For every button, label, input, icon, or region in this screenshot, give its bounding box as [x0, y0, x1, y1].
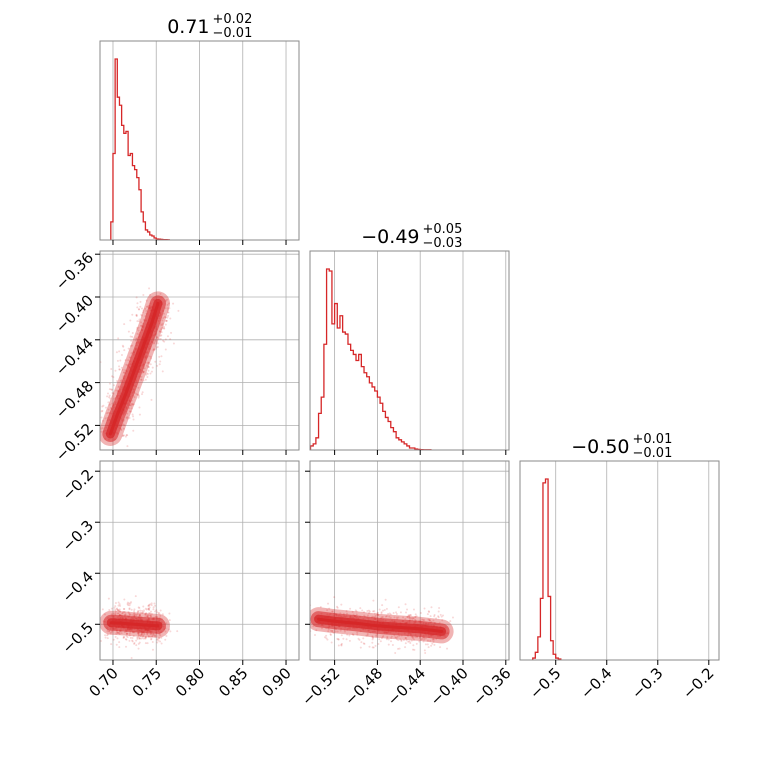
title-upper: +0.02	[213, 12, 253, 27]
x-tick-label: 0.70	[85, 664, 121, 700]
histogram-bars-1	[309, 268, 432, 451]
x-tick-label: −0.36	[469, 664, 514, 709]
y-tick-label: −0.36	[52, 249, 97, 294]
histogram-panel-1	[309, 250, 510, 451]
contour-core	[108, 301, 160, 436]
y-tick-label: −0.52	[52, 420, 97, 465]
x-tick-label: 0.75	[129, 664, 165, 700]
y-tick-label: −0.3	[59, 517, 97, 555]
y-tick-label: −0.4	[59, 568, 97, 606]
x-tick-label: −0.44	[384, 664, 429, 709]
y-tick-label: −0.5	[59, 619, 97, 657]
contour-core	[109, 621, 160, 628]
title-lower: −0.01	[633, 446, 673, 461]
y-tick-label: −0.44	[52, 334, 97, 379]
x-tick-label: −0.4	[577, 664, 615, 702]
title-upper: +0.01	[633, 432, 673, 447]
panel-frame	[309, 250, 510, 451]
title-upper: +0.05	[423, 222, 463, 237]
x-tick-label: −0.3	[628, 664, 666, 702]
title-value: −0.50	[571, 436, 629, 458]
y-tick-label: −0.40	[52, 291, 97, 336]
panel-frame	[309, 460, 510, 661]
histogram-panel-2	[519, 460, 720, 661]
x-tick-label: −0.40	[427, 664, 472, 709]
title-lower: −0.01	[213, 26, 253, 41]
x-tick-label: 0.90	[259, 664, 295, 700]
y-tick-label: −0.2	[59, 466, 97, 504]
density-panel-0-2	[99, 460, 300, 661]
histogram-bars-2	[532, 478, 562, 660]
panel-frame	[519, 460, 720, 661]
density-panel-1-2	[309, 460, 510, 661]
y-tick-label: −0.48	[52, 377, 97, 422]
x-tick-label: −0.2	[679, 664, 717, 702]
x-tick-label: −0.48	[341, 664, 386, 709]
density-panel-0-1	[99, 250, 300, 451]
param-title-1: −0.49 +0.05−0.03	[361, 222, 462, 251]
histogram-panel-0	[99, 40, 300, 241]
x-tick-label: −0.5	[526, 664, 564, 702]
param-title-0: 0.71 +0.02−0.01	[167, 12, 252, 41]
title-value: −0.49	[361, 226, 419, 248]
param-title-2: −0.50 +0.01−0.01	[571, 432, 672, 461]
x-tick-label: −0.52	[298, 664, 343, 709]
x-tick-label: 0.80	[172, 664, 208, 700]
contour-core	[317, 617, 444, 633]
x-tick-label: 0.85	[215, 664, 251, 700]
title-value: 0.71	[167, 16, 209, 38]
title-lower: −0.03	[423, 236, 463, 251]
histogram-bars-0	[110, 58, 170, 241]
